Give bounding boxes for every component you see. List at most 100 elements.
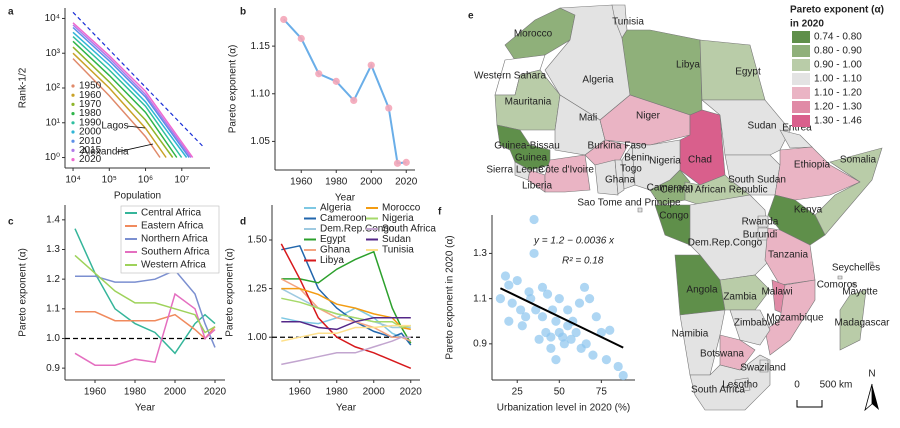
x-tick-label: 2020 (400, 387, 423, 398)
country (839, 289, 867, 351)
country (759, 359, 769, 373)
x-tick-label: 25 (512, 387, 524, 398)
data-point (402, 158, 410, 166)
data-point (315, 70, 323, 78)
data-point (297, 34, 305, 43)
regression-line (499, 287, 624, 349)
legend-label: 1.20 - 1.30 (814, 102, 862, 113)
legend-label: Eastern Africa (141, 221, 204, 232)
country-label: Ethiopia (794, 160, 831, 171)
y-tick-label: 1.2 (46, 274, 60, 285)
y-axis-title: Pareto exponent (α) (18, 248, 29, 337)
country (701, 99, 791, 156)
data-point (613, 361, 623, 372)
legend-label: Nigeria (382, 213, 414, 224)
legend-swatch (71, 130, 75, 134)
country (837, 275, 843, 280)
series-line (72, 31, 188, 158)
data-point (534, 334, 544, 344)
data-point (516, 305, 526, 315)
country-label: Angola (686, 285, 718, 296)
legend-label: Algeria (320, 203, 352, 214)
country-label: Lesotho (722, 380, 758, 391)
equation: y = 1.2 − 0.0036 x (533, 236, 615, 247)
y-tick-label: 1.4 (46, 214, 60, 225)
series-line (72, 52, 167, 158)
series-line (281, 250, 412, 344)
legend-label: 1990 (79, 117, 102, 128)
data-point (531, 305, 541, 315)
series-line (75, 311, 216, 340)
legend-swatch (71, 121, 75, 125)
series-line (281, 336, 411, 366)
country-label: Egypt (735, 67, 761, 78)
x-tick-label: 50 (554, 387, 566, 398)
data-point (500, 271, 511, 281)
country-label: Guinea-Bissau (494, 141, 560, 152)
x-tick-label: 10⁴ (65, 175, 80, 186)
country-label: Côte d'Ivoire (538, 165, 594, 176)
country-label: Central African Republic (660, 185, 767, 196)
legend-swatch (71, 112, 75, 116)
country (544, 154, 591, 193)
data-point (393, 159, 402, 167)
x-tick-label: 2020 (395, 177, 418, 188)
country (851, 282, 856, 287)
data-point (546, 332, 556, 342)
panel-label: e (468, 11, 474, 22)
data-point (537, 312, 548, 322)
scale-bar (796, 400, 823, 408)
scale-label: 500 km (820, 380, 853, 391)
data-point (551, 316, 561, 326)
country (689, 354, 771, 411)
legend-swatch (71, 139, 75, 143)
y-tick-label: 10¹ (46, 117, 61, 128)
x-tick-label: 1980 (124, 387, 147, 398)
country-label: Kenya (794, 205, 823, 216)
country-label: Ghana (605, 175, 635, 186)
annotation: Alexandria (81, 147, 129, 158)
legend-label: 2020 (79, 154, 102, 165)
country (719, 274, 771, 311)
data-point (559, 339, 569, 349)
legend-label: 2000 (79, 127, 102, 138)
country-label: Sudan (748, 121, 777, 132)
y-tick-label: 10⁰ (45, 152, 60, 163)
country-label: Nigeria (649, 156, 681, 167)
x-tick-label: 75 (596, 387, 608, 398)
series-line (72, 24, 192, 158)
x-axis-title: Year (135, 403, 156, 414)
north-arrow (864, 383, 873, 412)
data-point (367, 61, 375, 69)
country-label: Benin (624, 153, 650, 164)
country (614, 159, 625, 195)
country-label: Rwanda (742, 217, 779, 228)
legend-label: Cameroon (320, 213, 367, 224)
data-point (495, 294, 506, 304)
legend-title: in 2020 (790, 19, 824, 30)
x-tick-label: 1980 (325, 177, 348, 188)
country-label: Dem.Rep.Congo (688, 238, 763, 249)
legend-label: Libya (320, 255, 344, 266)
annotation-leader (126, 125, 146, 129)
data-point (579, 282, 590, 292)
legend-label: 0.90 - 1.00 (814, 60, 862, 71)
country-label: Libya (676, 60, 700, 71)
legend-label: Ghana (320, 245, 350, 256)
north-arrow (872, 384, 879, 410)
data-point (584, 294, 595, 304)
data-point (521, 312, 531, 322)
legend-swatch (792, 87, 810, 99)
country (637, 207, 643, 213)
data-point (591, 312, 601, 322)
country (757, 215, 769, 228)
panel-label: c (8, 217, 14, 228)
y-tick-label: 1.50 (248, 235, 268, 246)
country-label: Chad (688, 155, 712, 166)
legend-label: Dem.Rep.Congo (320, 224, 395, 235)
series-line (72, 36, 183, 158)
country-label: Mali (579, 113, 597, 124)
x-axis-title: Population (114, 191, 161, 202)
country (734, 377, 751, 393)
country-label: Liberia (522, 181, 552, 192)
